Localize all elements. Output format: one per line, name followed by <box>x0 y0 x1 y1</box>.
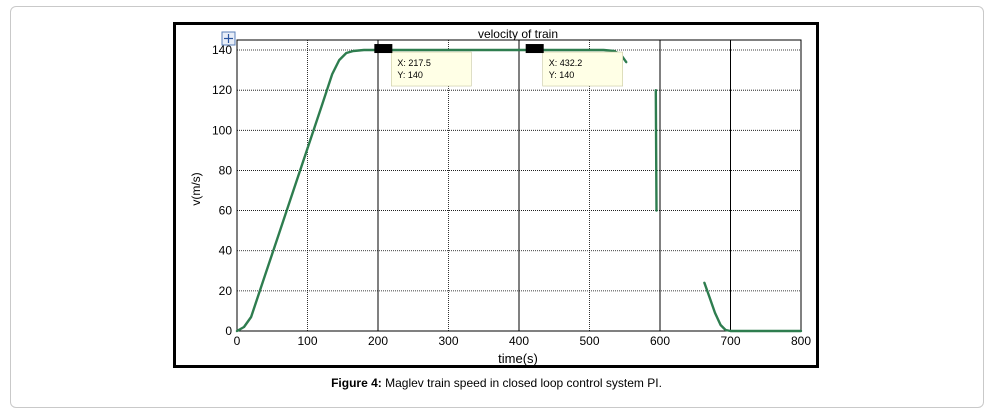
caption-text: Maglev train speed in closed loop contro… <box>381 376 662 390</box>
y-tick-label: 20 <box>219 284 233 298</box>
plot-screenshot: X: 217.5 Y: 140 X: 432.2 Y: 140 0 100 200 300 4… <box>173 22 819 368</box>
datatip-marker <box>374 44 393 54</box>
datatip-box <box>391 51 472 87</box>
chart-title: velocity of train <box>478 27 558 41</box>
x-tick-label: 600 <box>650 334 670 348</box>
x-tick-label: 200 <box>368 334 388 348</box>
datatip-y: Y: 140 <box>397 70 423 80</box>
x-tick-label: 100 <box>297 334 317 348</box>
x-tick-label: 300 <box>438 334 458 348</box>
y-tick-label: 140 <box>212 43 232 57</box>
figure-background <box>176 25 816 365</box>
velocity-series-line <box>703 281 803 333</box>
datatip-y: Y: 140 <box>549 70 575 80</box>
datatip-box <box>542 51 624 87</box>
x-tick-label: 400 <box>509 334 529 348</box>
y-tick-label: 40 <box>219 244 233 258</box>
x-axis-label: time(s) <box>498 351 538 366</box>
datatip: X: 217.5 Y: 140 <box>374 44 472 87</box>
figure-caption: Figure 4: Maglev train speed in closed l… <box>0 376 993 390</box>
datatip-layer: X: 217.5 Y: 140 X: 432.2 Y: 140 <box>374 44 624 87</box>
tick-labels: 0 100 200 300 400 500 600 700 800 0 20 40 60 80 100 120… <box>212 43 811 348</box>
datatip: X: 432.2 Y: 140 <box>525 44 624 87</box>
y-axis-label: v(m/s) <box>189 172 203 205</box>
datatip-x: X: 217.5 <box>397 58 431 68</box>
velocity-series-line <box>235 48 628 333</box>
y-tick-label: 120 <box>212 83 232 97</box>
series-layer <box>235 48 803 333</box>
y-tick-label: 60 <box>219 204 233 218</box>
y-tick-label: 80 <box>219 163 233 177</box>
datatip-x: X: 432.2 <box>549 58 583 68</box>
x-tick-label: 800 <box>791 334 811 348</box>
caption-label: Figure 4: <box>331 376 382 390</box>
datatip-marker <box>525 44 544 54</box>
x-tick-label: 500 <box>579 334 599 348</box>
pan-icon[interactable] <box>221 31 236 46</box>
velocity-series-line <box>654 88 658 212</box>
axes-box <box>236 39 802 332</box>
y-tick-label: 100 <box>212 123 232 137</box>
x-tick-label: 0 <box>234 334 241 348</box>
y-tick-label: 0 <box>225 324 232 338</box>
x-tick-label: 700 <box>720 334 740 348</box>
